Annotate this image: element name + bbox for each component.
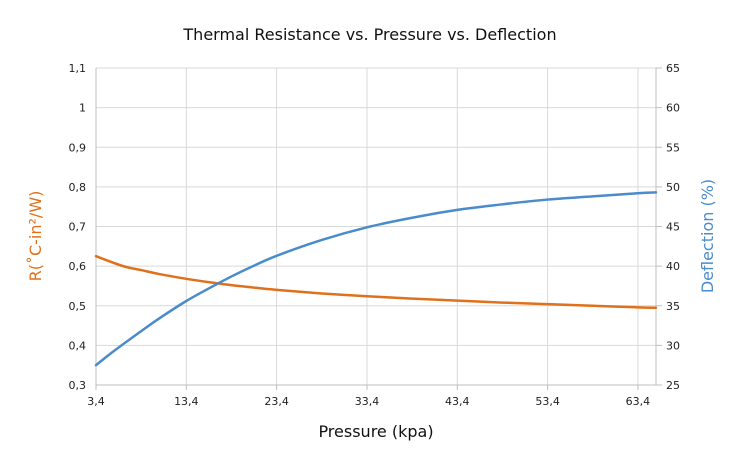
y-right-tick-label: 60	[666, 102, 680, 115]
y-right-tick-label: 35	[666, 300, 680, 313]
series-layer	[94, 191, 658, 367]
label-layer: Thermal Resistance vs. Pressure vs. Defl…	[26, 25, 717, 441]
x-axis-title: Pressure (kpa)	[318, 422, 433, 441]
x-tick-label: 23,4	[264, 395, 289, 408]
y-left-tick-label: 0,3	[69, 379, 87, 392]
axis-layer	[95, 67, 662, 390]
y-left-tick-label: 0,6	[69, 260, 87, 273]
series-line-resistance	[94, 254, 658, 309]
y-left-tick-label: 0,4	[69, 339, 87, 352]
x-tick-label: 63,4	[626, 395, 651, 408]
y-right-tick-label: 40	[666, 260, 680, 273]
y-axis-right-title: Deflection (%)	[698, 179, 717, 293]
y-left-tick-label: 1,1	[69, 62, 87, 75]
x-tick-label: 33,4	[355, 395, 380, 408]
y-right-tick-label: 45	[666, 221, 680, 234]
grid-layer	[96, 67, 656, 386]
y-left-tick-label: 1	[79, 102, 86, 115]
y-right-tick-label: 65	[666, 62, 680, 75]
y-right-tick-label: 50	[666, 181, 680, 194]
y-axis-left-title: R(˚C-in²/W)	[26, 191, 45, 282]
x-tick-label: 43,4	[445, 395, 470, 408]
y-right-tick-label: 55	[666, 141, 680, 154]
chart-title: Thermal Resistance vs. Pressure vs. Defl…	[182, 25, 556, 44]
y-left-tick-label: 0,9	[69, 141, 87, 154]
x-tick-label: 53,4	[535, 395, 560, 408]
y-right-tick-label: 30	[666, 339, 680, 352]
y-left-tick-label: 0,7	[69, 221, 87, 234]
y-left-tick-label: 0,5	[69, 300, 87, 313]
y-left-tick-label: 0,8	[69, 181, 87, 194]
x-tick-label: 13,4	[174, 395, 199, 408]
x-tick-label: 3,4	[87, 395, 105, 408]
series-line-deflection	[94, 191, 658, 367]
y-right-tick-label: 25	[666, 379, 680, 392]
